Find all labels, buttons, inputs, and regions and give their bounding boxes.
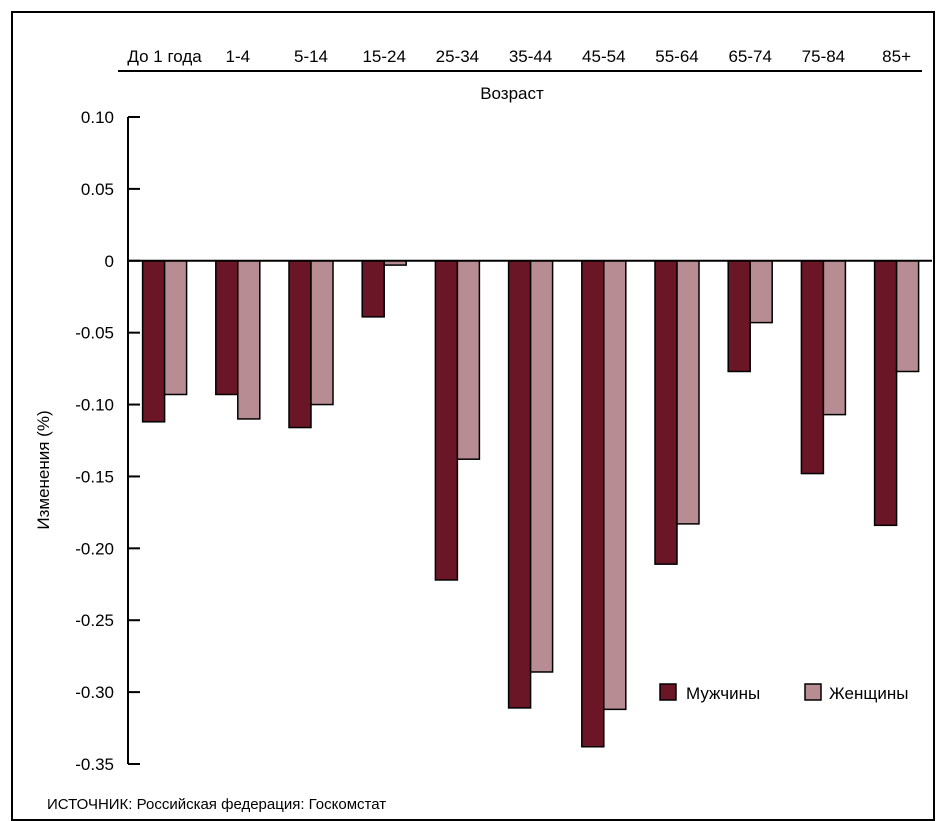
- legend-swatch-men: [659, 683, 677, 701]
- bar-men: [215, 260, 239, 396]
- x-axis: До 1 года 1-4 5-14 15-24 25-34 35-44 45-54 55-6…: [118, 47, 922, 72]
- bar-men: [581, 260, 605, 748]
- y-axis-title: Изменения (%): [34, 410, 53, 529]
- y-tick-label: 0.10: [81, 108, 114, 127]
- bar-men: [361, 260, 385, 318]
- bar-men: [654, 260, 678, 565]
- bar-women: [456, 260, 481, 460]
- bar-men: [727, 260, 751, 373]
- bar-women: [676, 260, 700, 525]
- x-tick-label: 45-54: [582, 47, 625, 66]
- bar-women: [895, 260, 920, 373]
- bar-men: [288, 260, 312, 429]
- bars: [141, 260, 920, 748]
- y-axis: 0.10 0.05 0 -0.05 -0.10 -0.15 -0.20 -0.25 -0.30 -…: [75, 108, 140, 774]
- legend-label-women: Женщины: [829, 684, 908, 703]
- y-tick-label: -0.10: [75, 396, 114, 415]
- bar-men: [434, 260, 459, 581]
- bar-women: [163, 260, 188, 396]
- bar-women: [529, 260, 554, 673]
- y-tick-label: -0.30: [75, 683, 114, 702]
- x-tick-label: 65-74: [728, 47, 771, 66]
- y-tick-label: -0.20: [75, 539, 114, 558]
- bar-men: [800, 260, 825, 475]
- legend-label-men: Мужчины: [686, 684, 760, 703]
- legend-swatch-women: [804, 683, 822, 701]
- x-tick-label: 35-44: [509, 47, 552, 66]
- x-tick-label: До 1 года: [127, 47, 202, 66]
- y-tick-label: -0.35: [75, 755, 114, 774]
- x-tick-label: 15-24: [362, 47, 405, 66]
- source-note: ИСТОЧНИК: Российская федерация: Госкомст…: [47, 796, 386, 813]
- bar-women: [603, 260, 627, 711]
- y-tick-label: -0.05: [75, 324, 114, 343]
- y-tick-label: 0: [105, 252, 114, 271]
- bar-women: [310, 260, 334, 406]
- bar-men: [141, 260, 166, 423]
- bar-men: [873, 260, 898, 527]
- y-tick-label: 0.05: [81, 180, 114, 199]
- chart-frame: [11, 11, 935, 821]
- x-tick-label: 75-84: [802, 47, 845, 66]
- x-tick-label: 25-34: [436, 47, 479, 66]
- legend: Мужчины Женщины: [659, 683, 908, 703]
- bar-women: [749, 260, 773, 324]
- bar-women: [822, 260, 847, 416]
- y-tick-label: -0.25: [75, 611, 114, 630]
- x-tick-label: 1-4: [226, 47, 251, 66]
- x-axis-title: Возраст: [480, 84, 544, 103]
- x-tick-label: 5-14: [294, 47, 328, 66]
- bar-women: [237, 260, 261, 420]
- x-tick-label: 85+: [882, 47, 911, 66]
- bar-men: [507, 260, 532, 709]
- x-tick-label: 55-64: [655, 47, 698, 66]
- y-tick-label: -0.15: [75, 467, 114, 486]
